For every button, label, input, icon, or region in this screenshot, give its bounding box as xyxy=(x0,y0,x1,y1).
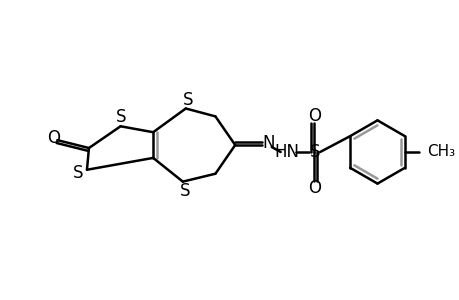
Text: O: O xyxy=(47,129,60,147)
Text: S: S xyxy=(179,182,190,200)
Text: CH₃: CH₃ xyxy=(426,145,454,160)
Text: S: S xyxy=(116,108,127,126)
Text: S: S xyxy=(73,164,83,182)
Text: N: N xyxy=(262,134,274,152)
Text: HN: HN xyxy=(274,143,298,161)
Text: O: O xyxy=(307,178,320,196)
Text: O: O xyxy=(307,107,320,125)
Text: S: S xyxy=(309,143,320,161)
Text: S: S xyxy=(182,91,193,109)
